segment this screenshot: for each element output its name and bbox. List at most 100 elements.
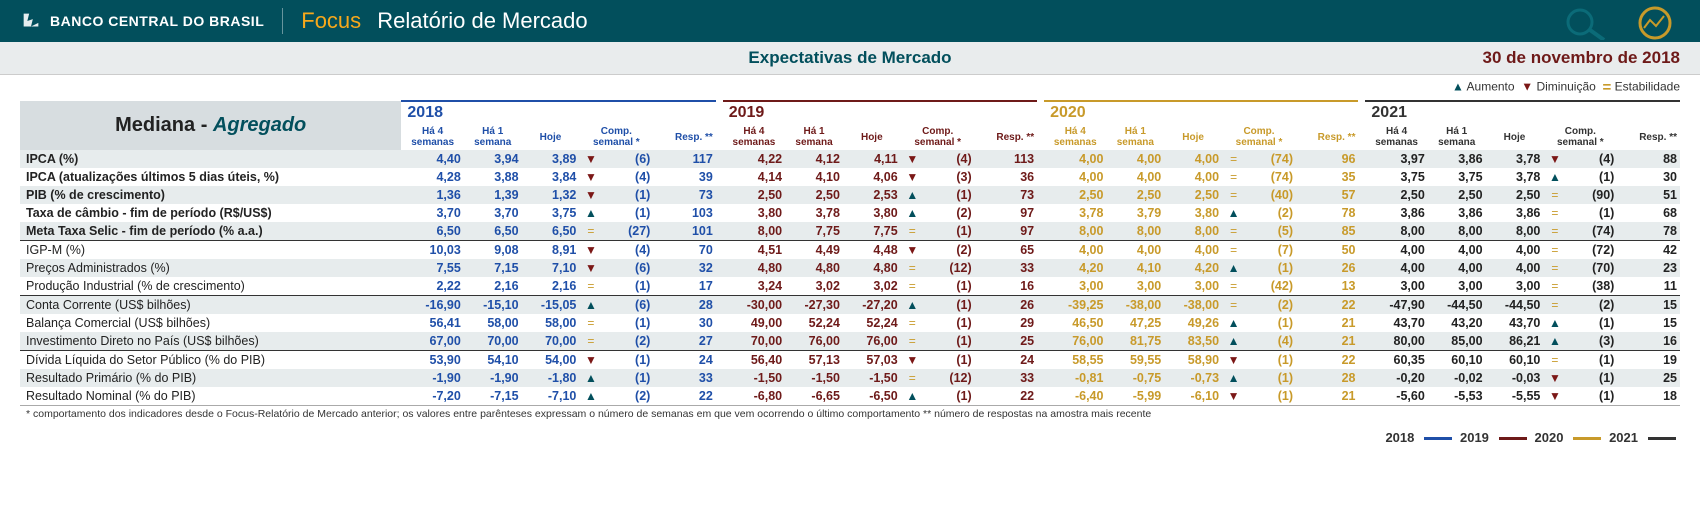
legend: ▲ Aumento ▼ Diminuição = Estabilidade — [0, 75, 1700, 100]
cell: (1) — [1566, 168, 1617, 186]
cell: 24 — [975, 351, 1037, 370]
cell: 21 — [1296, 314, 1358, 332]
cell: 15 — [1617, 314, 1680, 332]
cell: 4,48 — [843, 241, 901, 260]
cell: 36 — [975, 168, 1037, 186]
cell: 25 — [1617, 369, 1680, 387]
cell: 42 — [1617, 241, 1680, 260]
cell: 78 — [1617, 222, 1680, 241]
year-2021: 2021 — [1365, 101, 1680, 124]
cell: 46,50 — [1044, 314, 1106, 332]
cell: 9,08 — [464, 241, 522, 260]
trend-icon: ▲ — [1222, 332, 1245, 351]
cell: 4,00 — [1106, 241, 1164, 260]
cell: 4,10 — [1106, 259, 1164, 277]
col-2018-hoje: Hoje — [522, 124, 580, 150]
cell: 16 — [1617, 332, 1680, 351]
cell: 2,22 — [401, 277, 463, 296]
cell: (4) — [1566, 150, 1617, 168]
cell: (74) — [1566, 222, 1617, 241]
col-2018-ha4: Há 4semanas — [401, 124, 463, 150]
trend-icon: = — [579, 332, 602, 351]
table-row: Dívida Líquida do Setor Público (% do PI… — [20, 351, 1680, 370]
cell: 58,00 — [522, 314, 580, 332]
cell: 70,00 — [464, 332, 522, 351]
trend-icon: ▲ — [1543, 314, 1566, 332]
row-label: PIB (% de crescimento) — [20, 186, 401, 204]
cell: 4,40 — [401, 150, 463, 168]
cell: 67,00 — [401, 332, 463, 351]
footnote: * comportamento dos indicadores desde o … — [20, 406, 1680, 423]
cell: 26 — [1296, 259, 1358, 277]
cell: 4,11 — [843, 150, 901, 168]
cell: (6) — [602, 150, 653, 168]
cell: (2) — [1566, 296, 1617, 315]
trend-icon: = — [1543, 296, 1566, 315]
cell: 3,24 — [723, 277, 785, 296]
legend-eq-icon: = — [1603, 79, 1612, 96]
legend-up-label: Aumento — [1467, 80, 1515, 94]
col-2021-ha1: Há 1semana — [1428, 124, 1486, 150]
col-2020-hoje: Hoje — [1164, 124, 1222, 150]
cell: 3,75 — [1428, 168, 1486, 186]
col-2019-ha1: Há 1semana — [785, 124, 843, 150]
cell: -16,90 — [401, 296, 463, 315]
cell: 2,50 — [1106, 186, 1164, 204]
cell: 73 — [975, 186, 1037, 204]
cell: (1) — [924, 186, 975, 204]
trend-icon: ▼ — [579, 150, 602, 168]
cell: 96 — [1296, 150, 1358, 168]
cell: (3) — [1566, 332, 1617, 351]
cell: 17 — [653, 277, 715, 296]
cell: 29 — [975, 314, 1037, 332]
cell: (2) — [602, 387, 653, 406]
cell: 25 — [975, 332, 1037, 351]
col-2021-hoje: Hoje — [1486, 124, 1544, 150]
row-label: Resultado Primário (% do PIB) — [20, 369, 401, 387]
cell: (1) — [924, 296, 975, 315]
cell: 4,00 — [1106, 150, 1164, 168]
cell: 8,00 — [1486, 222, 1544, 241]
swatch-2020 — [1573, 437, 1601, 440]
col-2018-comp: Comp.semanal * — [579, 124, 653, 150]
trend-icon: = — [1543, 351, 1566, 370]
trend-icon: ▼ — [579, 241, 602, 260]
cell: 52,24 — [785, 314, 843, 332]
cell: 11 — [1617, 277, 1680, 296]
cell: 28 — [1296, 369, 1358, 387]
swatch-2018 — [1424, 437, 1452, 440]
cell: (4) — [602, 241, 653, 260]
cell: (6) — [602, 296, 653, 315]
legend-up-icon: ▲ — [1452, 80, 1464, 94]
cell: 4,00 — [1164, 168, 1222, 186]
cell: 4,00 — [1486, 241, 1544, 260]
trend-icon: ▲ — [901, 387, 924, 406]
cell: 49,00 — [723, 314, 785, 332]
cell: 4,00 — [1044, 150, 1106, 168]
cell: (1) — [1566, 387, 1617, 406]
cell: (2) — [1245, 204, 1296, 222]
cell: 43,70 — [1365, 314, 1427, 332]
cell: 3,00 — [1486, 277, 1544, 296]
cell: 21 — [1296, 332, 1358, 351]
col-2021-comp: Comp.semanal * — [1543, 124, 1617, 150]
cell: 7,10 — [522, 259, 580, 277]
table-row: IGP-M (%)10,039,088,91▼(4)704,514,494,48… — [20, 241, 1680, 260]
trend-icon: ▲ — [901, 296, 924, 315]
cell: 3,86 — [1428, 204, 1486, 222]
cell: (1) — [924, 387, 975, 406]
trend-icon: ▲ — [1222, 259, 1245, 277]
trend-icon: ▼ — [901, 351, 924, 370]
cell: 3,75 — [1365, 168, 1427, 186]
cell: 4,80 — [843, 259, 901, 277]
cell: 4,00 — [1044, 168, 1106, 186]
cell: -38,00 — [1164, 296, 1222, 315]
cell: -1,90 — [401, 369, 463, 387]
cell: 3,80 — [1164, 204, 1222, 222]
cell: (1) — [602, 186, 653, 204]
cell: 3,00 — [1106, 277, 1164, 296]
trend-icon: = — [579, 277, 602, 296]
trend-icon: = — [1222, 186, 1245, 204]
col-2019-resp: Resp. ** — [975, 124, 1037, 150]
cell: 21 — [1296, 387, 1358, 406]
